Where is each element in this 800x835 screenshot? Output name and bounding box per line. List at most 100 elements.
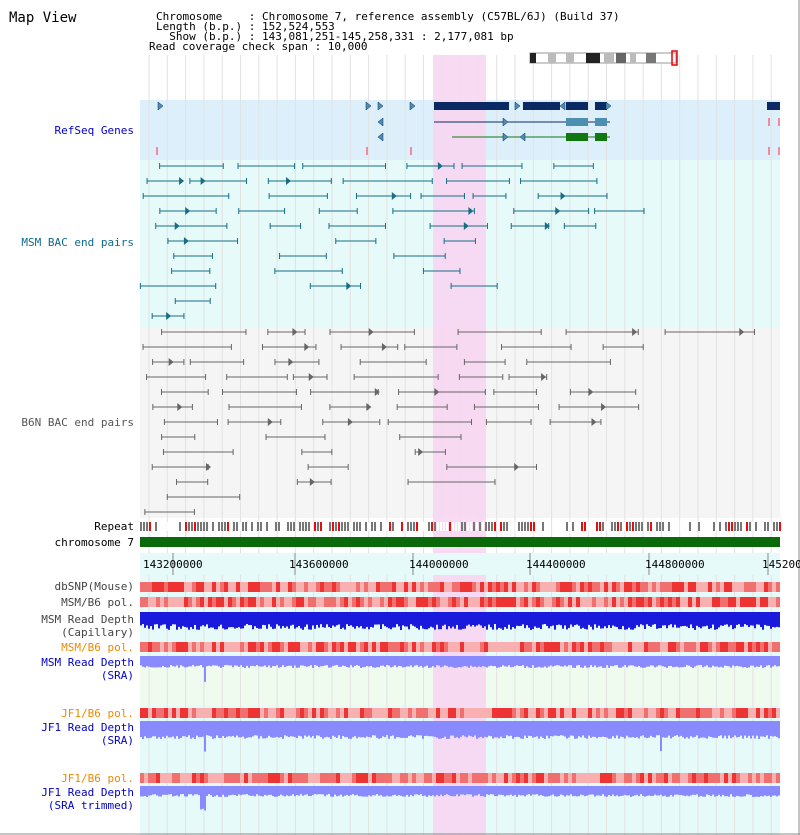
jf1-trim-depth-bar	[662, 786, 664, 797]
msm-sra-depth-bar	[676, 656, 678, 667]
msm-pol2-heat-cell	[740, 642, 744, 652]
dbsnp-heat-cell	[492, 582, 496, 592]
msm-pol-heat-cell	[236, 597, 240, 607]
msm-sra-depth-bar	[352, 656, 354, 668]
track-label-jf1-depth-trim[interactable]: JF1 Read Depth	[41, 786, 134, 799]
jf1-sra-depth-bar	[484, 721, 486, 737]
jf1-sra-depth-bar	[530, 721, 532, 737]
msm-sra-depth-bar	[598, 656, 600, 667]
jf1-pol-heat-cell	[736, 708, 740, 718]
repeat-feature	[194, 522, 196, 531]
jf1-pol2-heat-cell	[144, 773, 148, 783]
jf1-trim-depth-bar	[512, 786, 514, 796]
jf1-pol-heat-cell	[680, 708, 684, 718]
repeat-feature	[425, 522, 427, 531]
repeat-feature	[179, 522, 181, 531]
jf1-trim-depth-bar	[572, 786, 574, 797]
jf1-sra-depth-bar	[590, 721, 592, 738]
gene-feature	[595, 102, 607, 110]
jf1-trim-depth-bar	[678, 786, 680, 795]
jf1-sra-depth-bar	[476, 721, 478, 739]
track-label-jf1-depth-sra[interactable]: JF1 Read Depth	[41, 721, 134, 734]
track-label-dbsnp[interactable]: dbSNP(Mouse)	[54, 580, 134, 593]
track-label-repeat[interactable]: Repeat	[94, 520, 134, 533]
msm-pol-heat-cell	[180, 597, 184, 607]
jf1-sra-depth-bar	[334, 721, 336, 737]
repeat-feature	[710, 522, 712, 531]
dbsnp-heat-cell	[664, 582, 668, 592]
msm-sra-depth-bar	[680, 656, 682, 668]
jf1-pol-heat-cell	[704, 708, 708, 718]
track-label-msm-bac[interactable]: MSM BAC end pairs	[21, 236, 134, 249]
repeat-feature	[260, 522, 262, 531]
msm-sra-depth-bar	[186, 656, 188, 668]
msm-cap-depth-bar	[480, 612, 482, 626]
repeat-feature	[365, 522, 367, 531]
track-label-msm-depth-sra[interactable]: MSM Read Depth	[41, 656, 134, 669]
jf1-sra-depth-bar	[186, 721, 188, 738]
jf1-pol-heat-cell	[540, 708, 544, 718]
msm-cap-depth-bar	[442, 612, 444, 626]
jf1-trim-depth-bar	[402, 786, 404, 797]
jf1-pol2-heat-cell	[524, 773, 528, 783]
jf1-sra-depth-bar	[512, 721, 514, 739]
repeat-feature	[734, 522, 736, 531]
jf1-pol-heat-cell	[320, 708, 324, 718]
jf1-trim-depth-bar	[404, 786, 406, 797]
jf1-trim-depth-bar	[294, 786, 296, 797]
msm-pol2-heat-cell	[316, 642, 320, 652]
msm-cap-depth-bar	[182, 612, 184, 627]
msm-pol-heat-cell	[724, 597, 728, 607]
repeat-feature	[566, 522, 568, 531]
dbsnp-heat-cell	[308, 582, 312, 592]
msm-sra-depth-bar	[298, 656, 300, 668]
jf1-sra-depth-bar	[172, 721, 174, 737]
track-label-chromosome[interactable]: chromosome 7	[54, 536, 134, 549]
jf1-pol-heat-cell	[640, 708, 644, 718]
msm-sra-depth-bar	[320, 656, 322, 667]
msm-cap-depth-bar	[634, 612, 636, 629]
jf1-pol2-heat-cell	[212, 773, 216, 783]
msm-sra-depth-bar	[560, 656, 562, 667]
msm-sra-depth-bar	[252, 656, 254, 666]
msm-sra-depth-bar	[708, 656, 710, 668]
msm-sra-depth-bar	[246, 656, 248, 666]
jf1-pol2-heat-cell	[408, 773, 412, 783]
jf1-trim-depth-bar	[338, 786, 340, 796]
track-label-msm-pol-2[interactable]: MSM/B6 pol.	[61, 641, 134, 654]
msm-pol2-heat-cell	[300, 642, 304, 652]
jf1-trim-depth-bar	[170, 786, 172, 795]
msm-sra-depth-bar	[250, 656, 252, 666]
repeat-feature	[683, 522, 685, 531]
msm-cap-depth-bar	[412, 612, 414, 626]
jf1-pol2-heat-cell	[424, 773, 428, 783]
track-label-msm-depth-cap[interactable]: MSM Read Depth	[41, 613, 134, 626]
jf1-trim-depth-bar	[368, 786, 370, 796]
jf1-sra-depth-bar	[294, 721, 296, 737]
jf1-trim-depth-bar	[242, 786, 244, 795]
track-label-jf1-pol-2[interactable]: JF1/B6 pol.	[61, 772, 134, 785]
jf1-pol-heat-cell	[256, 708, 260, 718]
jf1-trim-depth-bar	[326, 786, 328, 795]
msm-pol2-heat-cell	[604, 642, 608, 652]
jf1-sra-depth-bar	[728, 721, 730, 736]
jf1-sra-depth-bar	[542, 721, 544, 738]
jf1-pol-heat-cell	[636, 708, 640, 718]
track-label-msm-pol-1[interactable]: MSM/B6 pol.	[61, 596, 134, 609]
jf1-sra-depth-bar	[564, 721, 566, 737]
jf1-pol-heat-cell	[536, 708, 540, 718]
msm-cap-depth-bar	[752, 612, 754, 626]
msm-cap-depth-bar	[246, 612, 248, 625]
track-label-jf1-pol-1[interactable]: JF1/B6 pol.	[61, 707, 134, 720]
msm-sra-depth-bar	[720, 656, 722, 667]
jf1-sra-depth-bar	[390, 721, 392, 737]
msm-cap-depth-bar	[620, 612, 622, 630]
msm-sra-depth-bar	[464, 656, 466, 667]
msm-cap-depth-bar	[274, 612, 276, 629]
jf1-trim-depth-bar	[398, 786, 400, 796]
track-label-b6n-bac[interactable]: B6N BAC end pairs	[21, 416, 134, 429]
jf1-trim-depth-bar	[412, 786, 414, 797]
track-label-refseq[interactable]: RefSeq Genes	[54, 124, 134, 137]
